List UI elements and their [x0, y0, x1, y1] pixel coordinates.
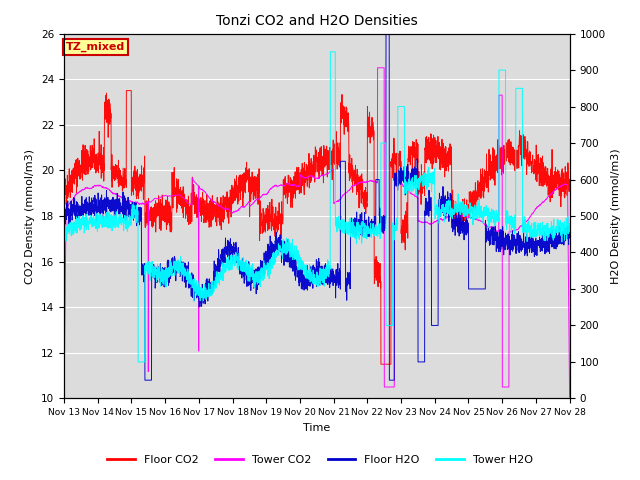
- X-axis label: Time: Time: [303, 423, 330, 432]
- Y-axis label: CO2 Density (mmol/m3): CO2 Density (mmol/m3): [26, 148, 35, 284]
- Title: Tonzi CO2 and H2O Densities: Tonzi CO2 and H2O Densities: [216, 14, 418, 28]
- Y-axis label: H2O Density (mmol/m3): H2O Density (mmol/m3): [611, 148, 621, 284]
- Legend: Floor CO2, Tower CO2, Floor H2O, Tower H2O: Floor CO2, Tower CO2, Floor H2O, Tower H…: [102, 451, 538, 469]
- Text: TZ_mixed: TZ_mixed: [66, 42, 125, 52]
